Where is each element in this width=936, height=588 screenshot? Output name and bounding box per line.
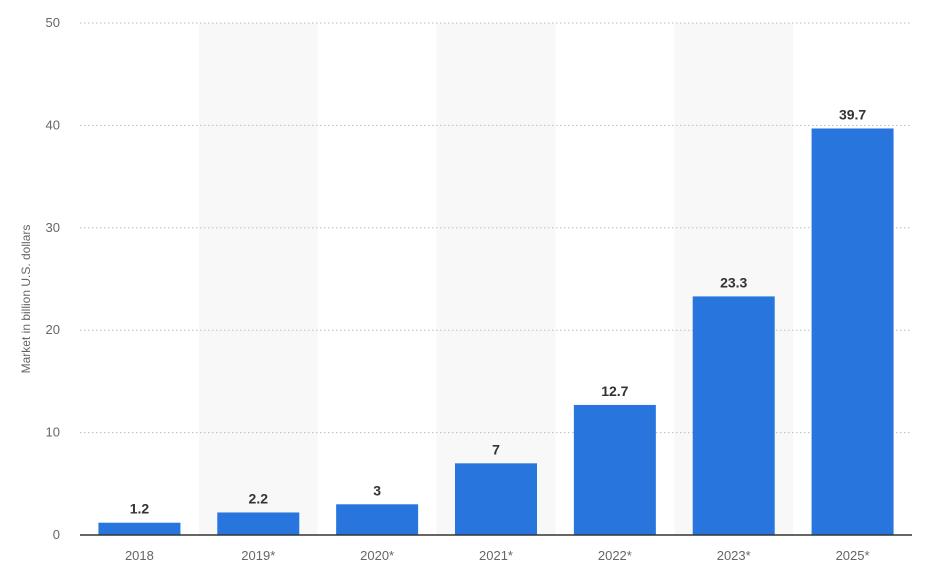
y-axis-ticks: 0 10 20 30 40 50 bbox=[46, 15, 60, 542]
y-tick-label: 40 bbox=[46, 117, 60, 132]
data-label: 12.7 bbox=[601, 383, 628, 399]
data-label: 23.3 bbox=[720, 274, 747, 290]
data-labels: 1.2 2.2 3 7 12.7 23.3 39.7 bbox=[130, 106, 867, 516]
bar bbox=[98, 522, 181, 535]
y-tick-label: 20 bbox=[46, 322, 60, 337]
x-tick-label: 2023* bbox=[717, 548, 751, 563]
bar bbox=[573, 404, 656, 535]
bar bbox=[692, 296, 775, 535]
x-tick-label: 2022* bbox=[598, 548, 632, 563]
y-tick-label: 30 bbox=[46, 220, 60, 235]
y-tick-label: 0 bbox=[53, 527, 60, 542]
x-tick-label: 2020* bbox=[360, 548, 394, 563]
x-tick-label: 2018 bbox=[125, 548, 154, 563]
category-band bbox=[198, 23, 318, 535]
x-axis-ticks: 2018 2019* 2020* 2021* 2022* 2023* 2025* bbox=[125, 548, 870, 563]
y-tick-label: 10 bbox=[46, 425, 60, 440]
y-tick-label: 50 bbox=[46, 15, 60, 30]
x-tick-label: 2019* bbox=[241, 548, 275, 563]
x-tick-label: 2025* bbox=[836, 548, 870, 563]
bar bbox=[217, 512, 300, 535]
data-label: 39.7 bbox=[839, 106, 866, 122]
bar bbox=[455, 463, 537, 535]
bars bbox=[98, 128, 894, 536]
data-label: 1.2 bbox=[130, 501, 150, 517]
category-bands bbox=[198, 23, 794, 535]
category-band bbox=[436, 23, 556, 535]
y-axis-label: Market in billion U.S. dollars bbox=[19, 225, 33, 374]
bar bbox=[811, 128, 894, 536]
x-tick-label: 2021* bbox=[479, 548, 513, 563]
data-label: 3 bbox=[373, 482, 381, 498]
bar bbox=[336, 504, 419, 535]
data-label: 7 bbox=[492, 441, 500, 457]
data-label: 2.2 bbox=[249, 490, 269, 506]
